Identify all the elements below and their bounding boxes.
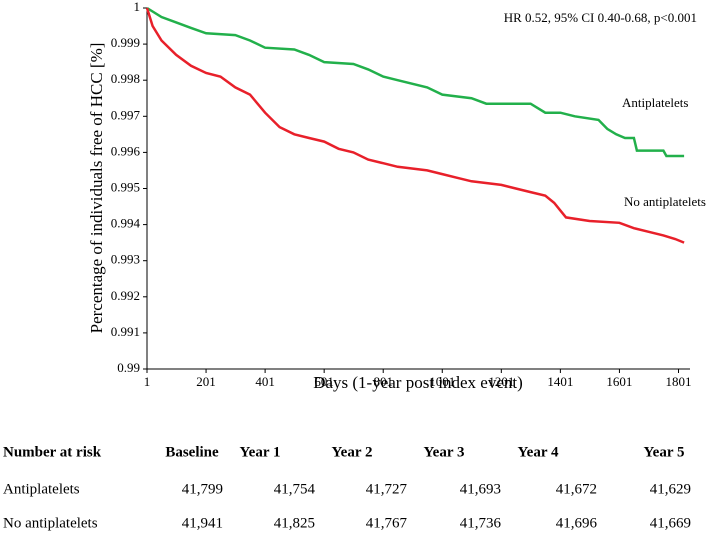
table-cell: 41,629	[650, 481, 691, 497]
y-tick-label: 0.995	[111, 179, 140, 194]
table-cell: 41,669	[650, 515, 691, 531]
table-cell: 41,754	[274, 481, 316, 497]
table-cell: 41,672	[556, 481, 597, 497]
x-tick-label: 1201	[488, 374, 514, 389]
y-tick-label: 0.993	[111, 252, 140, 267]
x-tick-label: 1401	[547, 374, 573, 389]
x-tick-label: 1	[144, 374, 151, 389]
y-tick-label: 0.996	[111, 143, 141, 158]
y-tick-label: 0.997	[111, 107, 141, 122]
y-tick-label: 0.994	[111, 216, 141, 231]
table-header: Year 2	[332, 444, 373, 460]
table-cell: 41,799	[182, 481, 223, 497]
table-header: Baseline	[165, 444, 219, 460]
y-tick-label: 0.991	[111, 324, 140, 339]
km-curve	[145, 7, 685, 244]
x-tick-label: 801	[373, 374, 393, 389]
table-title: Number at risk	[3, 444, 102, 460]
y-tick-label: 0.998	[111, 71, 140, 86]
series-label: Antiplatelets	[622, 95, 688, 110]
table-cell: 41,693	[460, 481, 501, 497]
table-cell: 41,696	[556, 515, 598, 531]
row-label: Antiplatelets	[3, 481, 80, 497]
series-label: No antiplatelets	[624, 194, 706, 209]
y-axis-title: Percentage of individuals free of HCC [%…	[87, 43, 106, 334]
y-tick-label: 0.999	[111, 35, 140, 50]
table-cell: 41,825	[274, 515, 315, 531]
row-label: No antiplatelets	[3, 515, 98, 531]
table-cell: 41,941	[182, 515, 223, 531]
x-tick-label: 201	[196, 374, 216, 389]
x-axis-title: Days (1-year post index event)	[313, 373, 523, 392]
y-tick-label: 0.992	[111, 288, 140, 303]
x-tick-label: 1801	[665, 374, 691, 389]
table-cell: 41,736	[460, 515, 502, 531]
table-cell: 41,727	[366, 481, 408, 497]
x-tick-label: 401	[255, 374, 275, 389]
table-header: Year 3	[424, 444, 465, 460]
x-tick-label: 1601	[606, 374, 632, 389]
table-header: Year 4	[518, 444, 559, 460]
km-curve	[146, 6, 685, 158]
table-cell: 41,767	[366, 515, 408, 531]
table-header: Year 1	[240, 444, 281, 460]
y-tick-label: 0.99	[117, 360, 140, 375]
x-tick-label: 601	[314, 374, 334, 389]
table-header: Year 5	[644, 444, 685, 460]
x-tick-label: 1001	[429, 374, 455, 389]
y-tick-label: 1	[134, 0, 141, 14]
annotation: HR 0.52, 95% CI 0.40-0.68, p<0.001	[504, 10, 697, 25]
